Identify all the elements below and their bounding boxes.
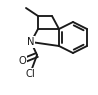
Text: N: N — [27, 37, 35, 47]
Text: Cl: Cl — [25, 69, 35, 79]
Text: O: O — [18, 56, 26, 66]
